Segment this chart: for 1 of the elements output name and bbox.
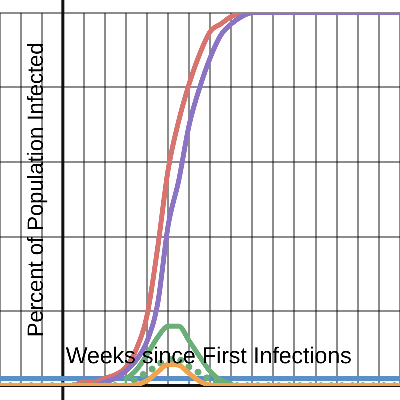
- y-axis-title: Percent of Population Infected: [23, 42, 48, 338]
